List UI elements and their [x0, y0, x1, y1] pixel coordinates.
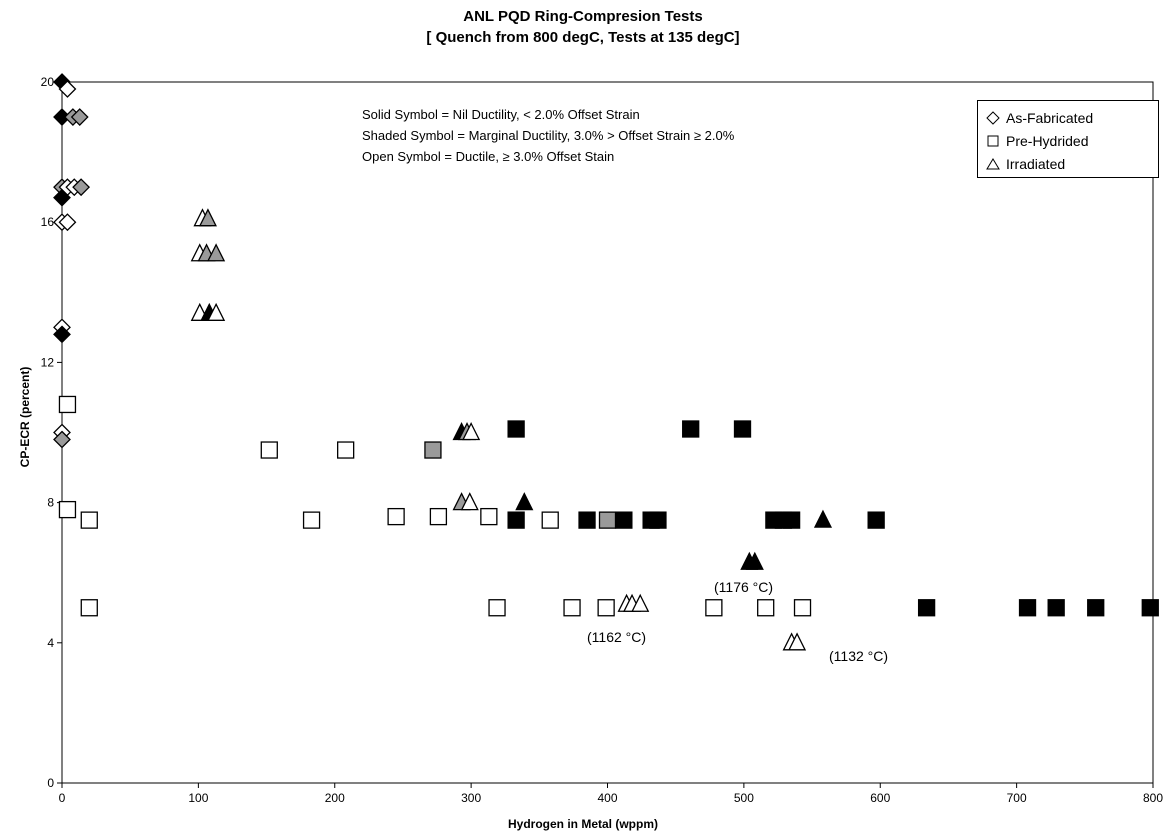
diamond-point — [53, 188, 71, 207]
square-point — [58, 395, 77, 414]
diamond-point — [53, 325, 71, 344]
square-point — [597, 599, 615, 617]
x-tick-label: 400 — [597, 791, 617, 805]
square-point — [507, 511, 525, 529]
square-point — [541, 511, 559, 529]
plot-area — [61, 81, 1154, 784]
diamond-point — [72, 178, 91, 197]
square-point — [649, 511, 667, 529]
annotation-1132: (1132 °C) — [829, 648, 889, 664]
square-point — [782, 511, 801, 529]
symbol-notes: Solid Symbol = Nil Ductility, < 2.0% Off… — [362, 104, 734, 167]
square-point — [507, 420, 525, 438]
x-tick-label: 0 — [59, 791, 66, 805]
y-tick-label: 20 — [41, 75, 55, 89]
square-icon — [987, 135, 999, 146]
x-axis-label: Hydrogen in Metal (wppm) — [508, 817, 658, 831]
triangle-point — [788, 632, 807, 651]
annotation-1162: (1162 °C) — [587, 629, 647, 645]
square-point — [429, 507, 448, 526]
annotation-1176: (1176 °C) — [714, 579, 774, 595]
square-point — [917, 599, 936, 617]
x-tick-label: 100 — [188, 791, 208, 805]
x-tick-label: 200 — [325, 791, 345, 805]
triangle-icon — [986, 157, 1000, 169]
square-point — [58, 500, 77, 519]
y-tick-label: 16 — [41, 215, 55, 229]
y-axis-label: CP-ECR (percent) — [18, 366, 32, 468]
square-point — [480, 507, 498, 526]
square-point — [1018, 599, 1037, 617]
square-point — [424, 441, 442, 459]
triangle-point — [515, 492, 534, 511]
note-open: Open Symbol = Ductile, ≥ 3.0% Offset Sta… — [362, 149, 615, 164]
y-tick-label: 4 — [47, 636, 54, 650]
square-point — [867, 511, 885, 529]
triangle-point — [207, 243, 226, 262]
note-shaded: Shaded Symbol = Marginal Ductility, 3.0%… — [362, 128, 735, 143]
chart-subtitle: [ Quench from 800 degC, Tests at 135 deg… — [426, 29, 740, 46]
y-tick-label: 0 — [47, 776, 54, 790]
x-tick-label: 500 — [734, 791, 754, 805]
square-point — [598, 511, 617, 529]
square-point — [682, 420, 700, 438]
chart-title: ANL PQD Ring-Compresion Tests — [463, 8, 703, 25]
square-point — [733, 420, 752, 438]
legend-label: Irradiated — [1006, 155, 1066, 172]
x-tick-label: 700 — [1007, 791, 1027, 805]
legend-label: As-Fabricated — [1006, 109, 1094, 126]
square-point — [387, 507, 405, 526]
x-tick-label: 600 — [870, 791, 890, 805]
triangle-point — [745, 551, 764, 570]
legend: As-Fabricated Pre-Hydrided Irradiated — [977, 100, 1159, 178]
square-point — [488, 599, 506, 617]
diamond-point — [58, 80, 77, 98]
square-point — [1087, 599, 1105, 617]
chart-title-block: ANL PQD Ring-Compresion Tests [ Quench f… — [0, 6, 1166, 48]
square-point — [615, 511, 633, 529]
legend-label: Pre-Hydrided — [1006, 132, 1089, 149]
triangle-point — [813, 509, 833, 528]
square-point — [563, 599, 581, 617]
square-point — [260, 441, 278, 459]
legend-item-pre-hydrided: Pre-Hydrided — [986, 129, 1158, 152]
triangle-point — [207, 302, 226, 321]
diamond-point — [70, 108, 89, 126]
square-point — [793, 599, 812, 617]
square-point — [80, 511, 98, 529]
diamond-point — [53, 430, 71, 449]
triangle-point — [631, 593, 650, 612]
square-point — [1047, 599, 1065, 617]
triangle-point — [198, 208, 217, 227]
y-tick-label: 8 — [47, 496, 54, 510]
triangle-point — [462, 422, 481, 441]
square-point — [80, 599, 98, 617]
square-point — [337, 441, 355, 459]
diamond-point — [58, 213, 77, 232]
legend-item-irradiated: Irradiated — [986, 152, 1158, 175]
legend-item-as-fabricated: As-Fabricated — [986, 106, 1158, 129]
y-tick-label: 12 — [41, 355, 55, 369]
triangle-point — [460, 492, 479, 511]
square-point — [705, 599, 723, 617]
square-point — [757, 599, 775, 617]
note-solid: Solid Symbol = Nil Ductility, < 2.0% Off… — [362, 107, 640, 122]
x-tick-label: 300 — [461, 791, 481, 805]
square-point — [1141, 599, 1159, 617]
square-point — [578, 511, 596, 529]
square-point — [302, 511, 321, 529]
diamond-icon — [986, 110, 1000, 125]
x-tick-label: 800 — [1143, 791, 1163, 805]
